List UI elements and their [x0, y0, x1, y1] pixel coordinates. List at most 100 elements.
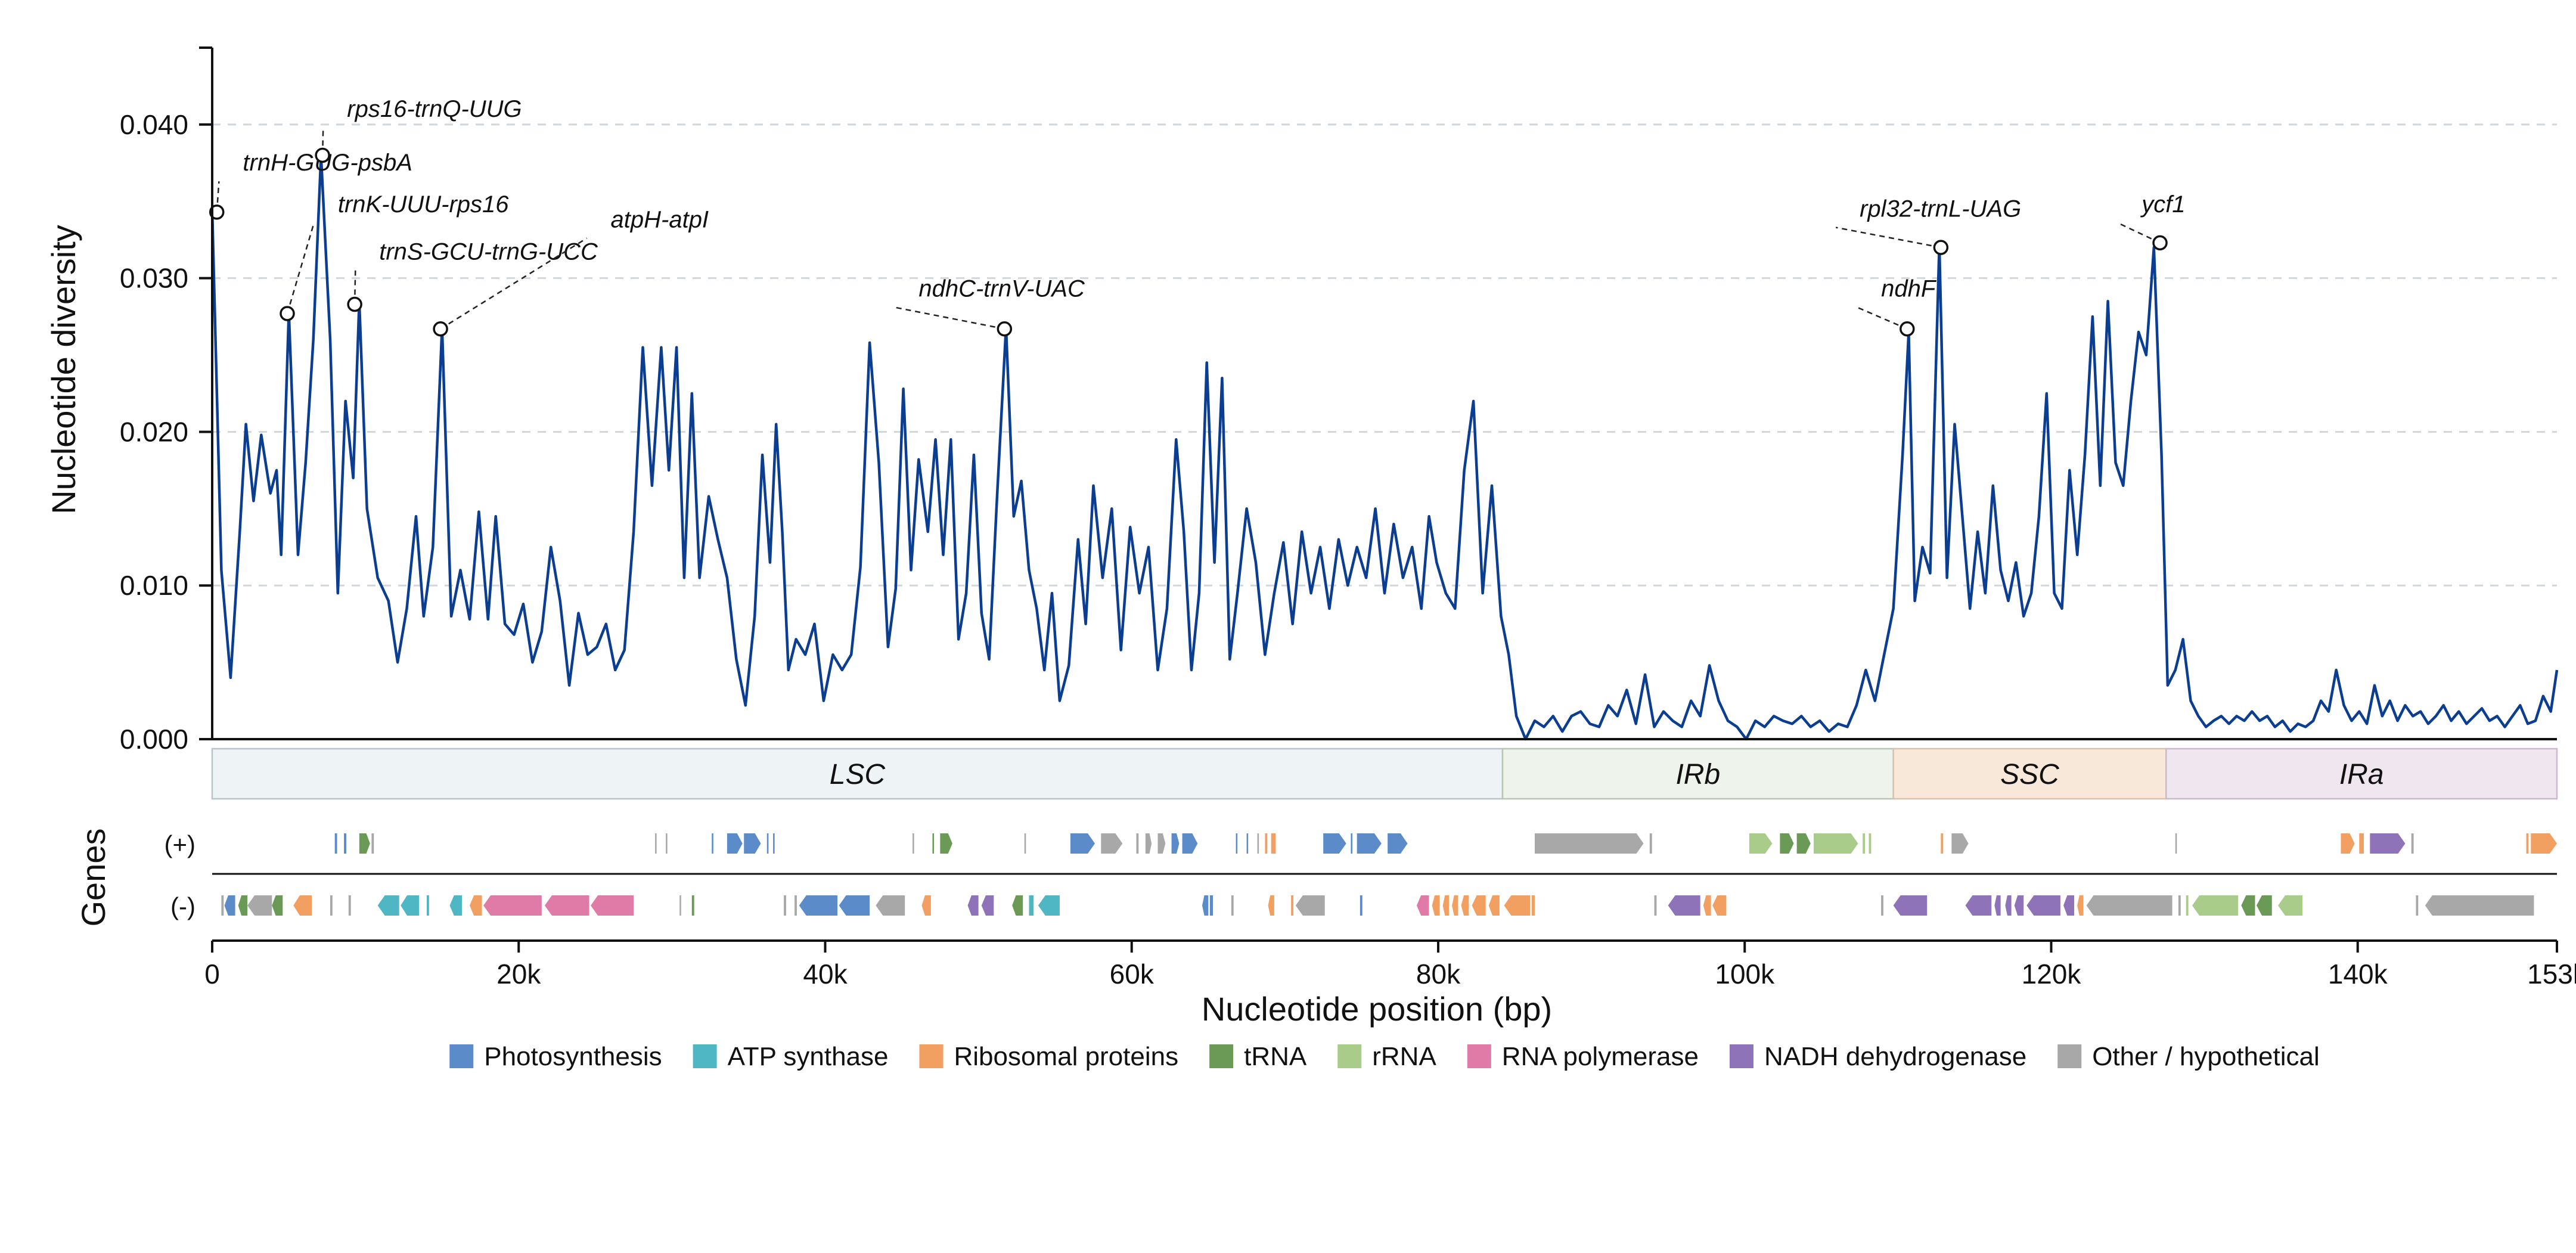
gene-block-minus — [1209, 895, 1213, 916]
gene-block-plus — [2175, 833, 2177, 854]
gene-block-plus — [1351, 833, 1353, 854]
region-label-ssc: SSC — [2000, 759, 2059, 790]
gene-block-minus — [330, 895, 333, 916]
diversity-series-line — [210, 154, 2559, 741]
gene-block-minus — [1416, 895, 1429, 916]
gene-block-plus — [2341, 833, 2355, 854]
region-irb — [1501, 748, 1894, 800]
gene-block-minus — [1231, 895, 1234, 916]
gene-block-minus — [967, 895, 979, 916]
gene-block-plus — [744, 833, 761, 854]
gene-block-plus — [1941, 833, 1944, 854]
gene-block-minus — [426, 895, 429, 916]
peak-label-rps16-trnq-uug: rps16-trnQ-UUG — [347, 96, 522, 122]
gene-block-minus — [1461, 895, 1469, 916]
gene-block-minus — [2257, 895, 2272, 916]
gene-block-minus — [221, 895, 224, 916]
region-label-lsc: LSC — [830, 759, 886, 790]
gene-block-minus — [691, 895, 694, 916]
gene-block-plus — [2411, 833, 2414, 854]
legend-swatch-nadh-dehydrogenase — [1729, 1044, 1753, 1068]
gene-block-minus — [1472, 895, 1486, 916]
gene-block-minus — [544, 895, 589, 916]
y-tick-label: 0.010 — [120, 570, 188, 601]
peak-label-ycf1: ycf1 — [2140, 191, 2185, 218]
legend-swatch-ribosomal-proteins — [919, 1044, 944, 1068]
x-tick-label: 40k — [803, 959, 848, 990]
gene-block-plus — [1649, 833, 1652, 854]
gene-block-minus — [1703, 895, 1711, 916]
peak-marker — [997, 321, 1013, 337]
gene-block-plus — [371, 833, 374, 854]
minus-strand-label: (-) — [170, 892, 195, 920]
legend-label-photosynthesis: Photosynthesis — [484, 1042, 662, 1071]
peak-marker — [315, 147, 330, 163]
gene-block-minus — [2416, 895, 2419, 916]
diversity-plot-area — [210, 154, 2559, 741]
gene-block-minus — [1202, 895, 1209, 916]
gene-block-minus — [679, 895, 681, 916]
x-tick-label: 0 — [204, 959, 220, 990]
y-axis-title: Nucleotide diversity — [45, 225, 82, 514]
gene-block-minus — [449, 895, 463, 916]
gene-block-plus — [2370, 833, 2406, 854]
peak-marker — [209, 204, 225, 220]
gene-block-minus — [839, 895, 870, 916]
peak-label-rpl32-trnl-uag: rpl32-trnL-UAG — [1860, 196, 2021, 222]
gene-block-minus — [1012, 895, 1023, 916]
peak-label-ndhf: ndhF — [1881, 276, 1937, 302]
peak-marker — [347, 296, 362, 312]
gene-block-plus — [1145, 833, 1152, 854]
gene-block-minus — [799, 895, 838, 916]
gene-block-plus — [1182, 833, 1198, 854]
gene-block-minus — [1452, 895, 1458, 916]
peak-label-trns-gcu-trng-ucc: trnS-GCU-trnG-UCC — [379, 239, 598, 265]
peak-label-trnk-uuu-rps16: trnK-UUU-rps16 — [338, 191, 509, 218]
gene-block-plus — [344, 833, 346, 854]
x-tick-label: 153k — [2527, 959, 2576, 990]
gene-block-minus — [2086, 895, 2172, 916]
legend-swatch-rrna — [1337, 1044, 1362, 1068]
x-axis-title: Nucleotide position (bp) — [1202, 990, 1552, 1028]
legend-swatch-trna — [1209, 1044, 1234, 1068]
gene-block-minus — [224, 895, 235, 916]
plus-strand-label: (+) — [165, 830, 196, 858]
gene-block-minus — [2278, 895, 2303, 916]
legend-label-nadh-dehydrogenase: NADH dehydrogenase — [1764, 1042, 2026, 1071]
gene-block-plus — [2526, 833, 2529, 854]
gene-block-plus — [2531, 833, 2557, 854]
gene-block-plus — [359, 833, 370, 854]
gene-block-minus — [2192, 895, 2239, 916]
peak-leader-line — [895, 306, 1005, 330]
gene-block-plus — [1136, 833, 1139, 854]
gene-block-minus — [1994, 895, 2001, 916]
legend-label-atp-synthase: ATP synthase — [728, 1042, 889, 1071]
gene-block-plus — [1863, 833, 1866, 854]
y-tick-label: 0.030 — [120, 263, 188, 294]
gene-block-plus — [1101, 833, 1123, 854]
peak-leader-line — [1857, 306, 1908, 330]
gene-block-minus — [784, 895, 786, 916]
gene-block-minus — [238, 895, 248, 916]
y-tick-label: 0.040 — [120, 109, 188, 140]
gene-block-plus — [1813, 833, 1858, 854]
gene-block-minus — [2026, 895, 2060, 916]
gene-block-plus — [1246, 833, 1249, 854]
gene-block-plus — [1157, 833, 1166, 854]
gene-block-minus — [1038, 895, 1060, 916]
gene-block-minus — [981, 895, 994, 916]
peak-marker — [1933, 240, 1949, 255]
x-tick-label: 140k — [2328, 959, 2388, 990]
gene-block-plus — [666, 833, 668, 854]
gene-block-plus — [712, 833, 713, 854]
x-tick-label: 60k — [1110, 959, 1154, 990]
gridlines — [212, 123, 2557, 587]
region-ssc — [1892, 748, 2167, 800]
legend-swatch-other-hypothetical — [2057, 1044, 2082, 1068]
peak-marker — [433, 321, 448, 337]
peak-marker — [2152, 235, 2168, 251]
peak-label-atph-atpi: atpH-atpI — [611, 207, 709, 233]
gene-block-minus — [2186, 895, 2189, 916]
gene-block-plus — [727, 833, 743, 854]
gene-block-plus — [655, 833, 657, 854]
